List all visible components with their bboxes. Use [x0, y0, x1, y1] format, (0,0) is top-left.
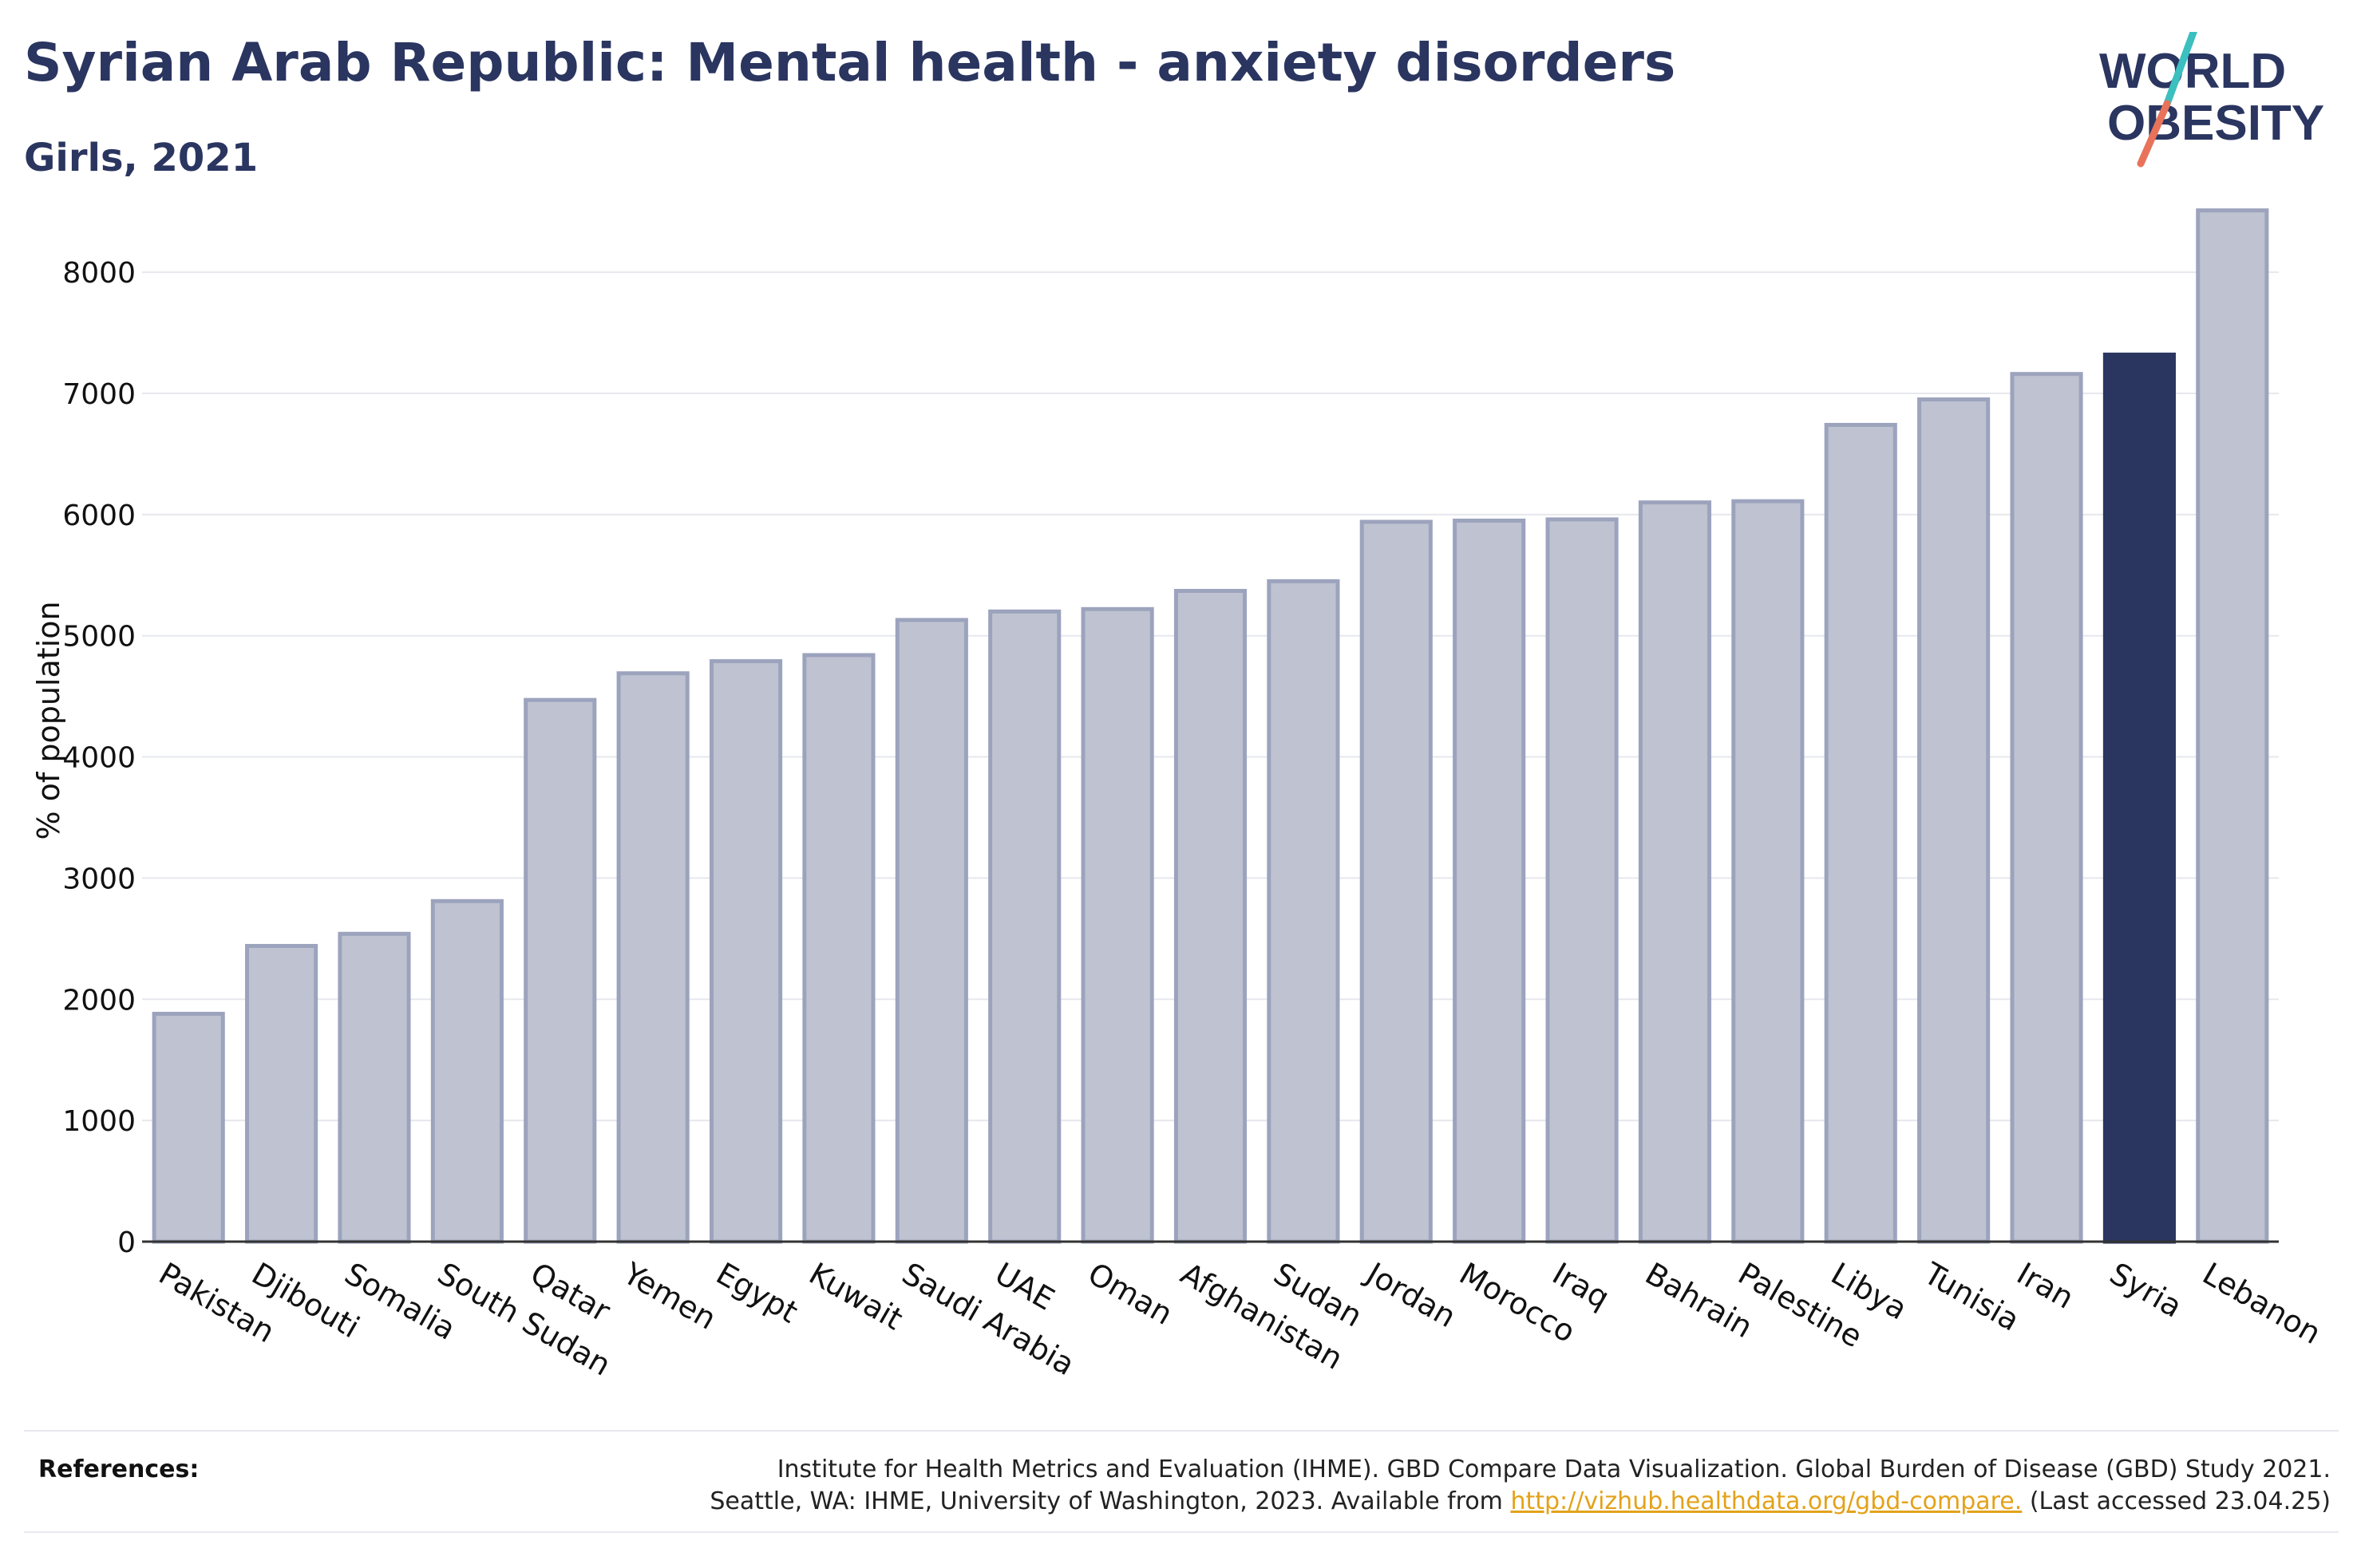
bar-kuwait [802, 653, 876, 1244]
bar-uae [988, 609, 1062, 1244]
x-tick-label: Syria [2104, 1256, 2188, 1325]
x-tick-label: Saudi Arabia [896, 1256, 1081, 1383]
bar-oman [1081, 606, 1154, 1244]
x-tick-label: Egypt [710, 1256, 804, 1330]
chart-subtitle: Girls, 2021 [24, 136, 259, 180]
y-tick-label: 7000 [62, 378, 136, 411]
bar-iran [2010, 372, 2083, 1244]
bar-yemen [616, 671, 690, 1244]
y-tick-label: 8000 [62, 257, 136, 290]
references-link[interactable]: http://vizhub.healthdata.org/gbd-compare… [1510, 1487, 2023, 1515]
bar-chart: 0 1000 2000 3000 4000 5000 6000 7000 8000 Pakist… [31, 208, 2327, 1383]
y-tick-label: 2000 [62, 984, 136, 1017]
bar-libya [1824, 422, 1897, 1244]
x-tick-label: Lebanon [2197, 1256, 2327, 1351]
y-tick-label: 3000 [62, 863, 136, 895]
bar-qatar [524, 697, 597, 1244]
bar-tunisia [1917, 397, 1991, 1244]
bar-sudan [1267, 579, 1340, 1244]
x-tick-label: Bahrain [1639, 1256, 1758, 1345]
references-line2-after: (Last accessed 23.04.25) [2022, 1487, 2331, 1515]
x-tick-label: Oman [1082, 1256, 1179, 1332]
y-axis-label: % of population [31, 601, 66, 839]
bar-jordan [1359, 519, 1433, 1244]
bar-somalia [338, 931, 411, 1244]
y-axis-ticks: 0 1000 2000 3000 4000 5000 6000 7000 8000 [62, 257, 136, 1259]
world-obesity-logo: WORLD OBESITY [2099, 32, 2324, 168]
bar-lebanon [2196, 208, 2269, 1244]
bar-morocco [1453, 518, 1526, 1244]
bar-iraq [1545, 517, 1619, 1244]
bar-syria [2102, 352, 2176, 1244]
logo-line1: WORLD [2099, 44, 2286, 99]
x-tick-label: Jordan [1359, 1255, 1461, 1335]
y-tick-label: 6000 [62, 500, 136, 532]
bar-south-sudan [430, 899, 504, 1244]
bar-pakistan [152, 1012, 225, 1244]
bars [152, 208, 2269, 1244]
logo-line2: OBESITY [2107, 96, 2324, 151]
bar-palestine [1731, 499, 1805, 1244]
y-tick-label: 0 [117, 1226, 136, 1259]
references-line1: Institute for Health Metrics and Evaluat… [777, 1455, 2331, 1483]
chart-title: Syrian Arab Republic: Mental health - an… [24, 32, 1676, 93]
bar-afghanistan [1173, 589, 1248, 1244]
references-line2-before: Seattle, WA: IHME, University of Washing… [710, 1487, 1511, 1515]
x-tick-label: Yemen [617, 1255, 722, 1337]
bar-djibouti [245, 943, 318, 1244]
x-tick-label: Tunisia [1917, 1255, 2025, 1338]
references-section: References: Institute for Health Metrics… [24, 1430, 2339, 1533]
y-tick-label: 5000 [62, 621, 136, 654]
y-tick-label: 1000 [62, 1105, 136, 1138]
x-tick-label: Kuwait [803, 1256, 908, 1337]
references-text: Institute for Health Metrics and Evaluat… [710, 1454, 2331, 1518]
bar-saudi-arabia [895, 618, 968, 1244]
bar-egypt [709, 659, 783, 1244]
logo-slash-teal [2163, 32, 2197, 108]
y-tick-label: 4000 [62, 742, 136, 775]
bar-bahrain [1638, 500, 1712, 1244]
references-label: References: [38, 1455, 200, 1483]
logo-slash-coral [2137, 100, 2171, 168]
